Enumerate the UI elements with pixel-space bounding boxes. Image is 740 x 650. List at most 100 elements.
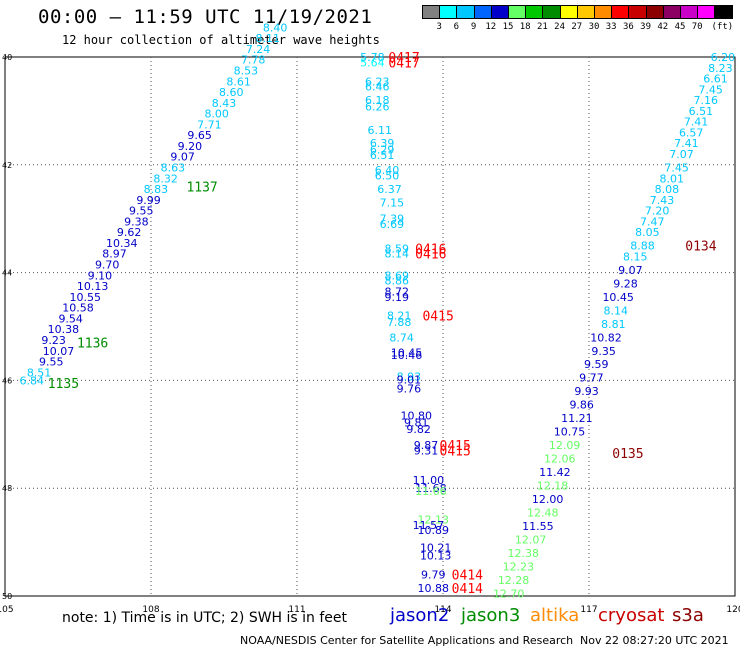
- wave-height-value: 8.51: [27, 366, 52, 379]
- wave-height-value: 10.13: [420, 550, 452, 563]
- wave-height-value: 8.00: [204, 108, 229, 121]
- legend-label: 3: [436, 22, 442, 32]
- pass-time-label: 0417: [388, 56, 419, 71]
- y-tick-label: 44: [2, 269, 12, 278]
- pass-time-label: 0415: [440, 444, 471, 459]
- wave-height-value: 10.07: [43, 345, 75, 358]
- wave-height-value: 10.38: [48, 323, 80, 336]
- wave-height-value: 6.29: [370, 144, 395, 157]
- wave-height-value: 12.48: [527, 506, 559, 519]
- wave-height-value: 9.19: [385, 291, 410, 304]
- wave-height-value: 7.47: [640, 215, 665, 228]
- wave-height-value: 6.20: [711, 51, 736, 64]
- satellite-name: cryosat: [598, 605, 665, 626]
- wave-height-value: 8.93: [397, 371, 422, 384]
- wave-height-value: 6.84: [20, 374, 45, 387]
- wave-height-value: 5.78: [360, 51, 385, 64]
- legend-swatch: [714, 5, 733, 19]
- x-tick-label: 117: [580, 605, 597, 615]
- wave-height-value: 6.57: [679, 126, 704, 139]
- wave-height-value: 12.13: [418, 513, 450, 526]
- y-tick-label: 46: [2, 376, 12, 385]
- wave-height-value: 10.82: [590, 331, 622, 344]
- pass-time-label: 0415: [440, 439, 471, 454]
- wave-height-value: 8.01: [659, 172, 684, 185]
- wave-height-value: 8.23: [708, 62, 733, 75]
- wave-height-value: 8.60: [219, 86, 244, 99]
- wave-height-value: 10.80: [400, 409, 432, 422]
- wave-height-value: 12.00: [532, 493, 564, 506]
- wave-height-value: 12.06: [544, 453, 576, 466]
- pass-time-label: 0415: [422, 310, 453, 325]
- pass-time-label: 1137: [186, 180, 217, 195]
- wave-height-value: 11.00: [413, 474, 445, 487]
- wave-height-value: 12.38: [508, 547, 540, 560]
- legend-unit: (ft): [711, 22, 734, 32]
- wave-height-value: 8.97: [102, 248, 127, 261]
- footer-credit: NOAA/NESDIS Center for Satellite Applica…: [240, 634, 574, 647]
- wave-height-value: 9.54: [58, 312, 83, 325]
- wave-height-value: 6.18: [365, 94, 390, 107]
- wave-height-value: 12.18: [537, 480, 569, 493]
- legend-label: 36: [622, 22, 634, 32]
- wave-height-value: 8.43: [212, 97, 237, 110]
- wave-height-value: 11.57: [413, 519, 445, 532]
- wave-height-value: 8.14: [604, 304, 629, 317]
- wave-height-value: 8.40: [263, 21, 288, 34]
- wave-height-value: 8.61: [226, 75, 251, 88]
- wave-height-value: 9.79: [421, 568, 446, 581]
- wave-height-value: 12.70: [493, 587, 525, 600]
- wave-height-value: 6.11: [367, 124, 392, 137]
- wave-height-value: 9.31: [414, 444, 439, 457]
- legend-label: 33: [605, 22, 617, 32]
- wave-height-value: 10.13: [77, 280, 109, 293]
- wave-height-value: 8.15: [623, 250, 648, 263]
- satellite-name: s3a: [672, 605, 704, 626]
- wave-height-value: 12.23: [503, 560, 535, 573]
- wave-height-value: 11.21: [561, 412, 593, 425]
- wave-height-value: 9.87: [414, 439, 439, 452]
- wave-height-value: 8.05: [635, 226, 660, 239]
- wave-height-value: 7.78: [241, 54, 266, 67]
- wave-height-value: 8.81: [601, 318, 626, 331]
- wave-height-value: 7.71: [197, 118, 222, 131]
- y-tick-label: 42: [2, 161, 12, 170]
- wave-height-value: 6.51: [370, 149, 395, 162]
- legend-label: 42: [657, 22, 669, 32]
- pass-time-label: 0416: [415, 248, 446, 263]
- wave-height-value: 9.55: [39, 356, 64, 369]
- legend-label: 24: [554, 22, 566, 32]
- legend-label: 18: [519, 22, 531, 32]
- wave-height-value: 8.11: [256, 32, 281, 45]
- wave-height-value: 9.76: [397, 382, 422, 395]
- wave-height-value: 6.37: [377, 183, 402, 196]
- x-tick-label: 105: [0, 605, 14, 615]
- map-frame: [4, 56, 736, 597]
- wave-height-value: 9.01: [397, 373, 422, 386]
- wave-height-value: 10.55: [70, 291, 102, 304]
- wave-height-value: 10.89: [418, 524, 450, 537]
- wave-height-value: 8.88: [630, 240, 655, 253]
- pass-time-label: 1135: [48, 377, 79, 392]
- satellite-name: jason2: [390, 605, 450, 626]
- x-tick-label: 111: [288, 605, 305, 615]
- pass-time-label: 1136: [77, 337, 108, 352]
- legend-label: 45: [674, 22, 686, 32]
- legend-label: 21: [536, 22, 548, 32]
- wave-height-value: 10.45: [602, 291, 634, 304]
- wave-height-value: 9.10: [88, 269, 113, 282]
- wave-height-value: 9.20: [178, 140, 203, 153]
- legend-label: 15: [502, 22, 514, 32]
- wave-height-value: 9.81: [404, 416, 429, 429]
- wave-height-value: 8.86: [385, 275, 410, 288]
- wave-height-value: 9.55: [129, 205, 154, 218]
- wave-height-value: 9.93: [574, 385, 599, 398]
- wave-height-value: 5.64: [360, 56, 385, 69]
- wave-height-value: 9.82: [406, 423, 431, 436]
- wave-height-value: 8.63: [161, 161, 186, 174]
- x-tick-label: 108: [142, 605, 159, 615]
- wave-height-value: 8.59: [385, 242, 410, 255]
- wave-height-value: 9.07: [618, 264, 643, 277]
- satellite-name: altika: [530, 605, 580, 626]
